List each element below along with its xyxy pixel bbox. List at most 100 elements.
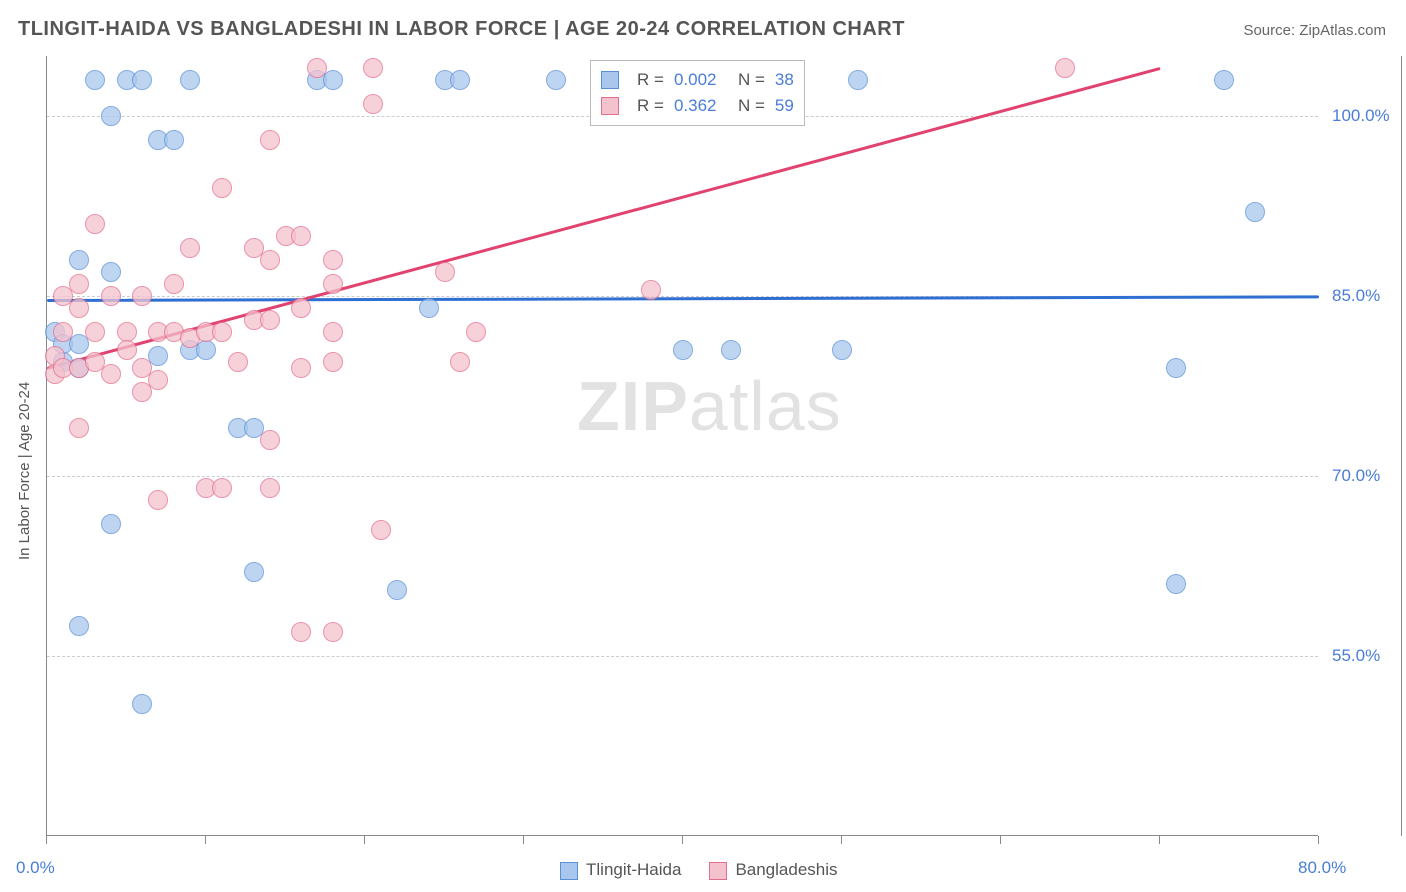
data-point: [291, 298, 311, 318]
data-point: [848, 70, 868, 90]
legend-item-label: Bangladeshis: [735, 860, 837, 879]
data-point: [1214, 70, 1234, 90]
chart-title: TLINGIT-HAIDA VS BANGLADESHI IN LABOR FO…: [18, 18, 905, 41]
data-point: [1166, 574, 1186, 594]
data-point: [117, 340, 137, 360]
y-tick-label: 55.0%: [1332, 646, 1380, 666]
data-point: [228, 352, 248, 372]
legend-r-value: 0.362: [674, 96, 728, 116]
x-tick-mark: [46, 836, 47, 844]
y-tick-label: 70.0%: [1332, 466, 1380, 486]
data-point: [323, 622, 343, 642]
data-point: [244, 562, 264, 582]
data-point: [164, 130, 184, 150]
data-point: [1055, 58, 1075, 78]
data-point: [260, 478, 280, 498]
data-point: [69, 418, 89, 438]
data-point: [323, 352, 343, 372]
watermark-rest: atlas: [689, 367, 842, 445]
legend-swatch: [601, 71, 619, 89]
legend-r-value: 0.002: [674, 70, 728, 90]
legend-item: Tlingit-Haida: [560, 860, 681, 880]
data-point: [371, 520, 391, 540]
gridline: [47, 656, 1318, 657]
data-point: [164, 274, 184, 294]
legend-r-label: R =: [637, 70, 664, 90]
legend-r-label: R =: [637, 96, 664, 116]
data-point: [69, 250, 89, 270]
data-point: [363, 58, 383, 78]
data-point: [69, 616, 89, 636]
x-tick-mark: [682, 836, 683, 844]
x-tick-mark: [205, 836, 206, 844]
watermark: ZIPatlas: [577, 366, 842, 446]
data-point: [260, 250, 280, 270]
x-tick-mark: [1159, 836, 1160, 844]
y-tick-label: 85.0%: [1332, 286, 1380, 306]
x-tick-mark: [523, 836, 524, 844]
scatter-plot-area: ZIPatlas: [46, 56, 1318, 836]
legend-swatch: [709, 862, 727, 880]
source-label: Source: ZipAtlas.com: [1243, 22, 1386, 39]
data-point: [85, 70, 105, 90]
data-point: [323, 322, 343, 342]
data-point: [363, 94, 383, 114]
x-tick-mark: [1000, 836, 1001, 844]
legend-n-label: N =: [738, 96, 765, 116]
data-point: [450, 352, 470, 372]
data-point: [1166, 358, 1186, 378]
data-point: [212, 178, 232, 198]
data-point: [148, 370, 168, 390]
x-tick-mark: [841, 836, 842, 844]
data-point: [291, 622, 311, 642]
data-point: [419, 298, 439, 318]
data-point: [260, 430, 280, 450]
data-point: [148, 490, 168, 510]
data-point: [260, 310, 280, 330]
data-point: [132, 694, 152, 714]
data-point: [148, 346, 168, 366]
data-point: [546, 70, 566, 90]
data-point: [85, 322, 105, 342]
data-point: [323, 70, 343, 90]
gridline: [47, 476, 1318, 477]
data-point: [85, 214, 105, 234]
data-point: [101, 514, 121, 534]
data-point: [260, 130, 280, 150]
data-point: [101, 106, 121, 126]
y-tick-label: 100.0%: [1332, 106, 1390, 126]
legend-swatch: [560, 862, 578, 880]
x-tick-label: 0.0%: [16, 858, 55, 878]
data-point: [53, 322, 73, 342]
data-point: [832, 340, 852, 360]
data-point: [69, 274, 89, 294]
data-point: [101, 364, 121, 384]
legend-n-value: 38: [775, 70, 794, 90]
legend-swatch: [601, 97, 619, 115]
legend-row: R =0.362N =59: [601, 93, 794, 119]
data-point: [212, 478, 232, 498]
data-point: [450, 70, 470, 90]
x-tick-label: 80.0%: [1298, 858, 1346, 878]
legend-item: Bangladeshis: [709, 860, 837, 880]
legend-row: R = 0.002 N = 38: [601, 67, 794, 93]
data-point: [132, 70, 152, 90]
data-point: [323, 250, 343, 270]
data-point: [69, 298, 89, 318]
data-point: [117, 322, 137, 342]
data-point: [1245, 202, 1265, 222]
data-point: [212, 322, 232, 342]
data-point: [180, 70, 200, 90]
data-point: [721, 340, 741, 360]
data-point: [435, 262, 455, 282]
data-point: [466, 322, 486, 342]
series-legend: Tlingit-Haida Bangladeshis: [560, 860, 838, 880]
legend-n-label: N =: [738, 70, 765, 90]
y-axis-label: In Labor Force | Age 20-24: [16, 382, 33, 560]
legend-item-label: Tlingit-Haida: [586, 860, 681, 879]
correlation-legend: R =0.002N =38R =0.362N =59: [590, 60, 805, 126]
data-point: [180, 238, 200, 258]
data-point: [132, 286, 152, 306]
data-point: [196, 340, 216, 360]
x-tick-mark: [364, 836, 365, 844]
